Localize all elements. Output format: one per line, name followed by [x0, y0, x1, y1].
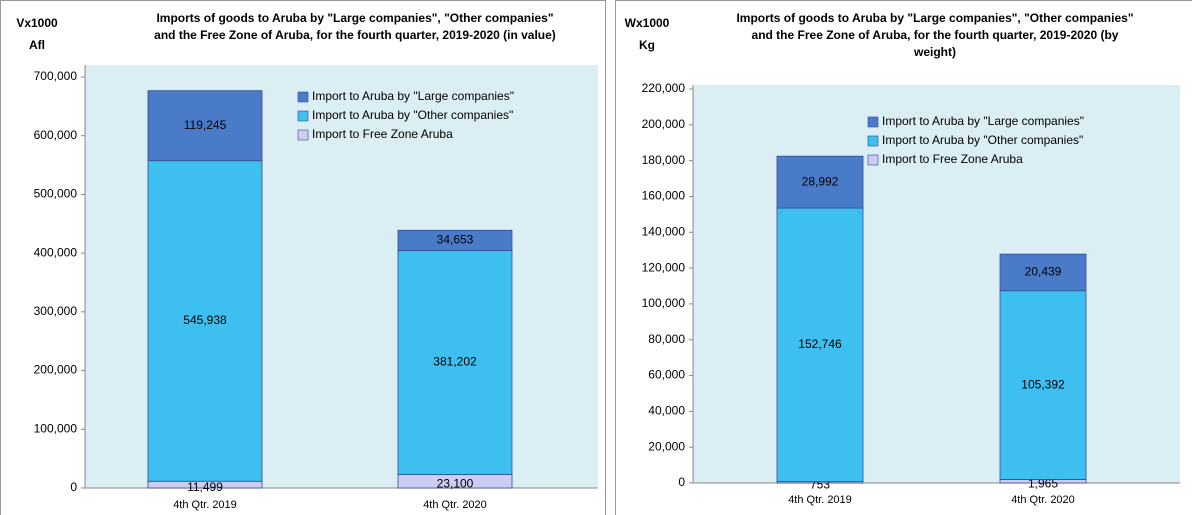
- x-tick-label: 4th Qtr. 2019: [788, 494, 852, 506]
- legend-swatch: [297, 91, 309, 103]
- legend-swatch: [867, 116, 879, 128]
- y-tick-label: 500,000: [34, 187, 78, 201]
- bar-segment: [776, 155, 864, 209]
- bar-segment: [147, 160, 263, 482]
- y-tick-label: 120,000: [642, 260, 686, 274]
- y-tick-label: 700,000: [34, 69, 78, 83]
- y-tick-label: 100,000: [642, 296, 686, 310]
- x-tick-label: 4th Qtr. 2020: [1011, 494, 1075, 506]
- legend-label: Import to Free Zone Aruba: [312, 127, 453, 141]
- legend-swatch: [297, 129, 309, 141]
- y-tick-label: 20,000: [648, 439, 685, 453]
- y-tick-label: 200,000: [642, 117, 686, 131]
- legend-swatch: [867, 135, 879, 147]
- data-label: 28,992: [802, 174, 839, 188]
- legend-label: Import to Aruba by "Other companies": [882, 133, 1083, 147]
- y-tick-label: 0: [678, 475, 685, 489]
- x-tick-label: 4th Qtr. 2020: [423, 499, 487, 511]
- y-tick-label: 160,000: [642, 189, 686, 203]
- bar-segment: [776, 207, 864, 483]
- legend-swatch: [867, 154, 879, 166]
- y-tick-label: 400,000: [34, 245, 78, 259]
- legend-label: Import to Aruba by "Large companies": [882, 114, 1084, 128]
- legend-swatch: [297, 110, 309, 122]
- y-axis-label: Vx1000 Afl: [16, 16, 58, 52]
- y-tick-label: 0: [70, 480, 77, 494]
- y-tick-label: 140,000: [642, 224, 686, 238]
- data-label: 545,938: [183, 313, 227, 327]
- data-label: 34,653: [437, 233, 474, 247]
- bar-segment: [397, 229, 513, 252]
- data-label: 1,965: [1028, 476, 1058, 490]
- data-label: 105,392: [1021, 377, 1065, 391]
- chart-title: Imports of goods to Aruba by "Large comp…: [736, 11, 1134, 59]
- y-tick-label: 60,000: [648, 368, 685, 382]
- y-tick-label: 220,000: [642, 81, 686, 95]
- legend-label: Import to Aruba by "Other companies": [312, 108, 513, 122]
- data-label: 23,100: [437, 476, 474, 490]
- chart-title: Imports of goods to Aruba by "Large comp…: [154, 11, 556, 42]
- data-label: 152,746: [798, 337, 842, 351]
- y-axis-label: Wx1000 Kg: [624, 16, 670, 52]
- y-tick-label: 40,000: [648, 404, 685, 418]
- y-tick-label: 300,000: [34, 304, 78, 318]
- data-label: 119,245: [184, 118, 227, 132]
- plot-area: [693, 85, 1180, 483]
- data-label: 20,439: [1025, 265, 1062, 279]
- y-tick-label: 100,000: [34, 421, 78, 435]
- x-tick-label: 4th Qtr. 2019: [173, 499, 237, 511]
- data-label: 11,499: [187, 480, 223, 494]
- bar-segment: [999, 253, 1087, 292]
- y-tick-label: 80,000: [648, 332, 685, 346]
- y-tick-label: 600,000: [34, 128, 78, 142]
- legend-label: Import to Free Zone Aruba: [882, 152, 1023, 166]
- y-tick-label: 200,000: [34, 363, 78, 377]
- data-label: 381,202: [433, 355, 477, 369]
- bar-segment: [147, 90, 263, 162]
- bar-segment: [999, 290, 1087, 480]
- y-tick-label: 180,000: [642, 153, 686, 167]
- legend-label: Import to Aruba by "Large companies": [312, 89, 514, 103]
